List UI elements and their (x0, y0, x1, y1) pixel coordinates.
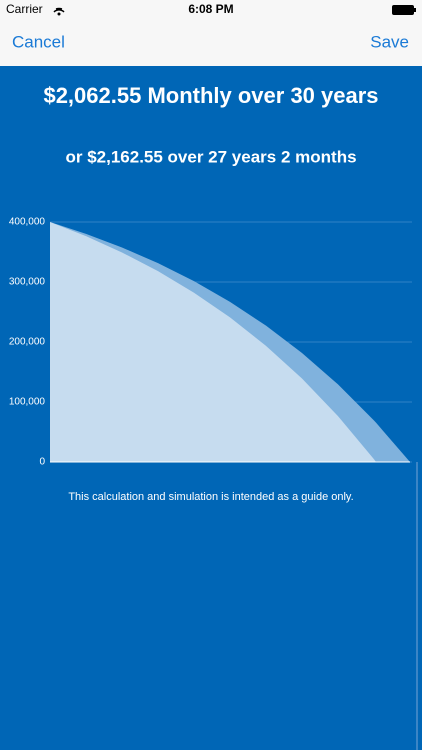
footnote: This calculation and simulation is inten… (68, 491, 353, 503)
y-tick-label: 100,000 (9, 397, 46, 408)
subtitle: or $2,162.55 over 27 years 2 months (65, 147, 356, 166)
area (50, 222, 376, 462)
carrier: Carrier (6, 2, 43, 16)
save-button[interactable]: Save (370, 32, 409, 51)
time: 6:08 PM (188, 2, 233, 16)
battery-tip (414, 8, 416, 12)
cancel-button[interactable]: Cancel (12, 32, 65, 51)
title: $2,062.55 Monthly over 30 years (43, 83, 378, 108)
y-tick-label: 400,000 (9, 217, 46, 228)
y-tick-label: 200,000 (9, 337, 46, 348)
battery-icon (392, 5, 414, 15)
wifi-dot (57, 12, 61, 16)
wifi-icon (53, 7, 65, 13)
header-background (0, 0, 422, 66)
y-tick-label: 0 (39, 457, 45, 468)
y-tick-label: 300,000 (9, 277, 46, 288)
